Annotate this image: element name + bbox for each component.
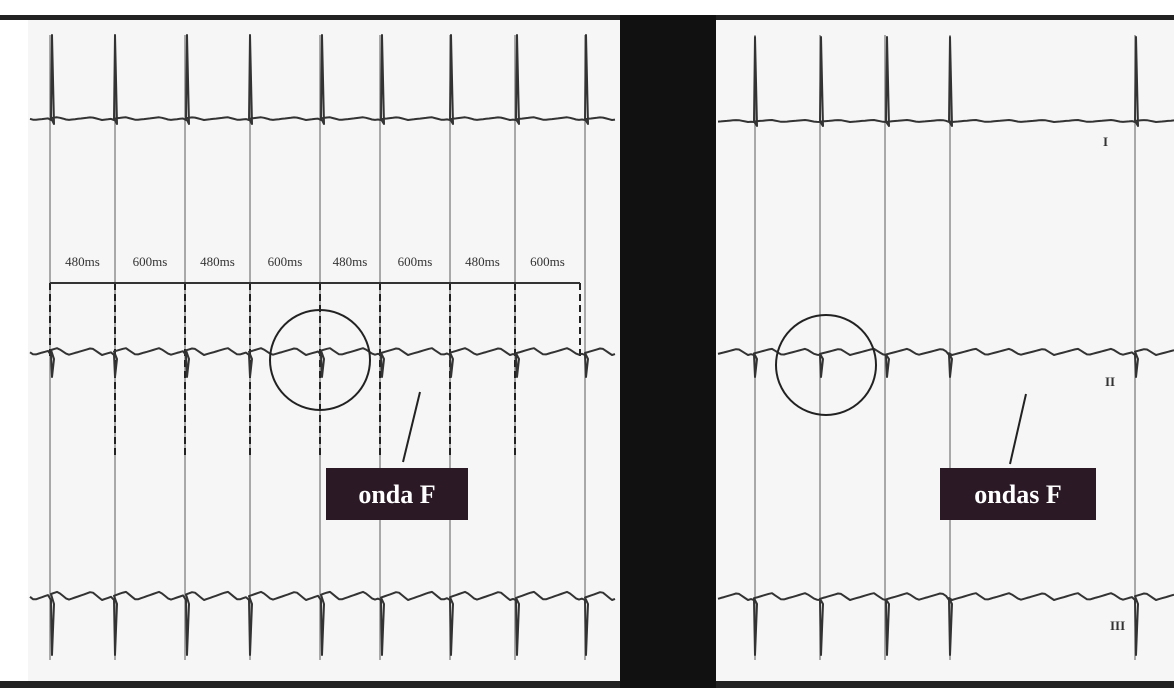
interval-label: 480ms [200, 254, 235, 269]
separator-bar [620, 15, 716, 688]
lead-label: I [1103, 134, 1108, 149]
interval-label: 600ms [530, 254, 565, 269]
annotation-label: ondas F [974, 480, 1061, 509]
annotation-label: onda F [358, 480, 435, 509]
interval-label: 600ms [268, 254, 303, 269]
ecg-figure: 480ms 600ms 480ms 600ms 480ms 600ms 480ms 600ms… [0, 0, 1174, 688]
interval-label: 480ms [465, 254, 500, 269]
interval-label: 600ms [133, 254, 168, 269]
interval-label: 600ms [398, 254, 433, 269]
lead-label: III [1110, 618, 1125, 633]
top-border [0, 15, 1174, 20]
bottom-border [0, 681, 1174, 688]
lead-label: II [1105, 374, 1115, 389]
interval-label: 480ms [65, 254, 100, 269]
interval-label: 480ms [333, 254, 368, 269]
